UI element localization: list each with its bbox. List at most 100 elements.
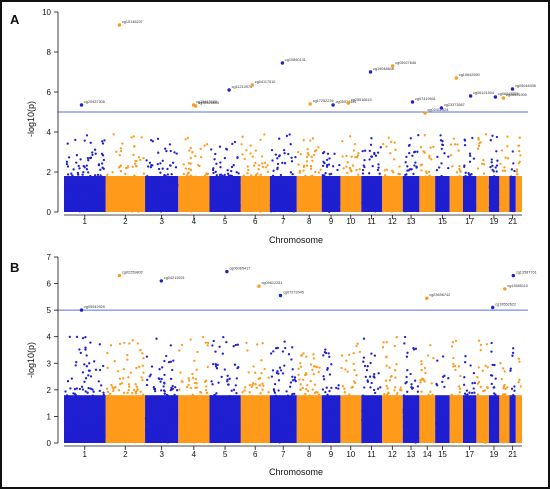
background-point [123,395,127,398]
background-point [270,430,273,433]
background-point [162,426,166,429]
background-point [161,159,164,162]
background-point [173,194,176,197]
background-point [346,370,349,373]
background-point [298,198,301,201]
background-point [70,179,74,183]
background-point [346,171,349,175]
background-point [419,181,422,184]
background-point [157,403,161,406]
background-point [226,440,229,443]
background-point [211,383,214,386]
background-point [301,386,304,390]
background-point [160,204,163,207]
background-point [280,402,283,405]
background-point [86,421,89,424]
background-point [195,407,198,411]
background-point [354,425,357,428]
background-point [118,192,122,195]
background-point [391,185,394,188]
background-point [297,367,300,370]
background-point [373,391,377,395]
background-point [304,193,308,197]
background-point [426,190,429,194]
background-point [71,426,74,429]
background-point [70,187,73,191]
background-point [116,176,120,179]
background-point [135,385,139,388]
background-point [219,431,222,434]
background-point [161,404,165,408]
background-point [199,200,202,203]
background-point [272,426,275,429]
background-point [277,182,280,185]
background-point [366,426,369,429]
background-point [94,437,98,441]
background-point [194,202,197,205]
background-point [73,392,76,396]
background-point [113,422,117,425]
background-point [512,209,516,213]
background-point [68,434,71,437]
background-point [133,422,136,425]
background-point [305,205,308,208]
background-point [267,376,270,379]
background-point [480,177,484,180]
background-point [307,389,310,393]
significant-point-label: cg06121504 [473,91,494,95]
background-point [458,175,461,178]
background-point [81,180,85,183]
background-point [221,433,224,436]
background-point [409,196,412,199]
background-point [395,191,398,194]
background-point [205,391,209,395]
background-point [305,164,309,167]
background-point [68,398,72,401]
background-point [293,186,296,190]
background-point [233,363,237,366]
background-point [311,388,314,391]
background-point [299,388,302,391]
background-point [149,165,153,169]
background-point [174,411,177,415]
background-point [145,429,148,432]
background-point [308,184,311,187]
background-point [101,436,104,439]
background-point [128,342,131,345]
background-point [331,165,335,168]
background-point [175,193,179,196]
background-point [428,174,431,177]
background-point [186,202,189,205]
background-point [79,203,82,206]
background-point [477,136,480,140]
background-point [247,168,250,172]
background-point [246,349,249,352]
background-point [216,200,219,203]
background-point [458,199,461,203]
background-point [240,182,243,185]
background-point [453,203,456,206]
background-point [126,415,130,419]
background-point [358,438,362,441]
background-point [145,200,148,203]
background-point [100,425,103,428]
background-point [160,377,163,381]
background-point [425,177,428,180]
background-point [436,155,439,159]
background-point [372,375,375,378]
background-point [242,203,245,207]
background-point [265,195,269,198]
background-point [92,206,95,209]
background-point [216,425,219,428]
background-point [185,385,189,389]
background-point [129,195,132,199]
background-point [358,350,362,354]
background-point [305,419,308,422]
background-point [233,187,236,191]
background-point [85,411,89,414]
background-point [173,438,177,441]
background-point [82,203,85,206]
background-point [187,437,190,440]
background-point [367,186,370,189]
